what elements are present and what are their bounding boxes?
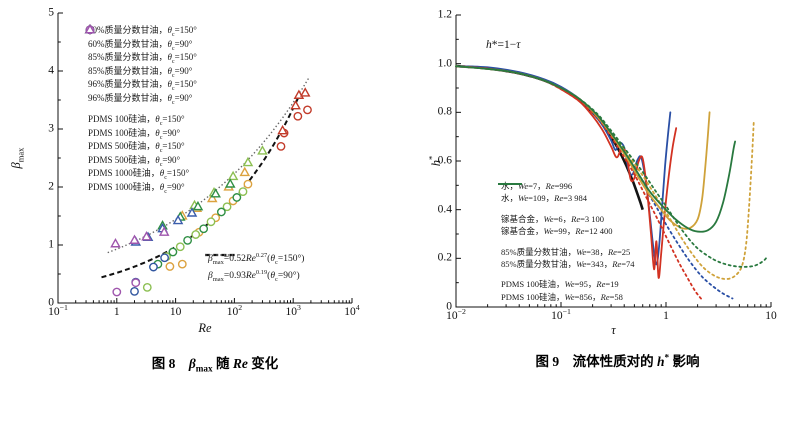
legend-label: 85%质量分数甘油，θc=150° (88, 52, 197, 66)
y-tick-label: 0.8 (437, 105, 452, 118)
legend-label: 镓基合金，We=6，Re=3 100 (501, 213, 605, 224)
y-tick-label: 1 (48, 238, 54, 251)
y-tick-label: 3 (48, 122, 54, 135)
y-tick-label: 0.2 (437, 251, 452, 264)
legend-label: 水，We=109，Re=3 984 (501, 193, 588, 204)
legend-item: 镓基合金，We=6，Re=3 100 (497, 183, 634, 225)
legend-item: 镓基合金，We=99，Re=12 400 (497, 183, 634, 237)
legend-item: PDMS 500硅油，θc=90° (84, 24, 197, 168)
legend-label: PDMS 100硅油，We=95，Re=19 (501, 279, 619, 290)
fit-line-dotted (107, 76, 311, 254)
x-tick-label: 10−1 (48, 303, 68, 318)
legend-item: PDMS 1000硅油，θc=90° (84, 24, 197, 195)
legend-label: 96%质量分数甘油，θc=150° (88, 79, 197, 93)
legend-item: PDMS 100硅油，We=95，Re=19 (497, 183, 634, 290)
axes (455, 14, 772, 308)
legend-label: βmax=0.52Re0.27(θc=150°) (208, 251, 305, 266)
x-tick-label: 10 (765, 310, 777, 322)
y-tick-label: 0 (48, 296, 54, 309)
series-6 (153, 193, 242, 269)
legend-label: 60%质量分数甘油，θc=150° (88, 25, 197, 39)
legend-label: PDMS 100硅油，θc=90° (88, 127, 181, 141)
legend-label: 85%质量分数甘油，θc=90° (88, 65, 193, 79)
legend-label: 96%质量分数甘油，θc=90° (88, 92, 193, 106)
series-5 (189, 145, 268, 210)
legend-label: βmax=0.93Re0.19(θc=90°) (208, 268, 300, 283)
figure-9-y-axis-label: h* (426, 155, 443, 167)
legend-item: 96%质量分数甘油，θc=150° (84, 25, 197, 93)
legend-label: PDMS 500硅油，θc=90° (88, 154, 181, 168)
legend-item: PDMS 100硅油，θc=90° (84, 24, 197, 141)
y-tick-label: 0.4 (437, 202, 452, 215)
series-11 (110, 226, 170, 248)
legend-label: 85%质量分数甘油，We=38，Re=25 (501, 246, 631, 257)
curve-7 (455, 65, 769, 268)
figure-9-legend: 水，We=7，Re=996 水，We=109，Re=3 984 镓基合金，We=6，… (497, 180, 634, 303)
legend-label: 水，We=7，Re=996 (501, 180, 573, 191)
legend-item: 85%质量分数甘油，We=343，Re=74 (497, 183, 635, 270)
legend-label: PDMS 100硅油，We=856，Re=58 (501, 291, 623, 302)
figure-8-y-axis-label: βmax (8, 147, 26, 169)
legend-label: 60%质量分数甘油，θc=90° (88, 38, 193, 52)
figure-9-plot-canvas (455, 14, 772, 308)
legend-item: βmax=0.93Re0.19(θc=90°) (204, 254, 304, 285)
figure-8-legend: 60%质量分数甘油，θc=150° 60%质量分数甘油，θc=90° 85%质量分数… (84, 24, 197, 195)
legend-label: PDMS 1000硅油，θc=150° (88, 168, 190, 182)
legend-item: PDMS 500硅油，θc=150° (84, 25, 197, 155)
figure-8-caption: 图 8 βmax 随 Re 变化 (151, 356, 279, 374)
x-tick-label: 10−2 (446, 307, 466, 322)
figure-8-x-axis-label: Re (198, 321, 212, 335)
figure-8: 10−1 1 10 102 103 104 0 1 2 3 4 5 βmax Re 60%质量分数甘油… (0, 4, 430, 344)
legend-label: PDMS 1000硅油，θc=90° (88, 181, 185, 195)
figure-9-annotation: h*=1−τ (486, 39, 521, 51)
legend-item: 85%质量分数甘油，We=38，Re=25 (497, 183, 634, 258)
legend-item: 96%质量分数甘油，θc=90° (84, 24, 197, 106)
x-tick-label: 1 (663, 310, 669, 322)
legend-label: 85%质量分数甘油，We=343，Re=74 (501, 258, 635, 269)
y-tick-label: 0 (446, 300, 452, 313)
y-tick-label: 2 (48, 180, 54, 193)
y-tick-label: 4 (48, 64, 54, 77)
y-tick-label: 0.6 (437, 154, 452, 167)
x-tick-label: 10−1 (551, 307, 571, 322)
x-tick-label: 102 (226, 303, 243, 318)
legend-item: PDMS 100硅油，We=856，Re=58 (497, 183, 634, 303)
x-tick-label: 103 (285, 303, 301, 318)
y-tick-label: 1.0 (437, 56, 452, 69)
legend-item: 85%质量分数甘油，θc=90° (84, 24, 197, 79)
legend-label: 镓基合金，We=99，Re=12 400 (501, 226, 613, 237)
figure-9-caption: 图 9 流体性质对的 h* 影响 (535, 352, 700, 369)
axes (57, 12, 353, 304)
legend-item: 水，We=109，Re=3 984 (497, 183, 634, 204)
legend-item: 85%质量分数甘油，θc=150° (84, 25, 197, 66)
series-10 (112, 278, 141, 297)
figure-8-plot-canvas (57, 12, 353, 304)
legend-label: PDMS 100硅油，θc=150° (88, 114, 185, 128)
curve-3 (455, 65, 703, 301)
legend-item: PDMS 1000硅油，θc=150° (84, 25, 197, 182)
x-tick-label: 104 (344, 303, 360, 318)
legend-label: PDMS 500硅油，θc=150° (88, 141, 185, 155)
legend-item: PDMS 100硅油，θc=150° (84, 25, 197, 128)
y-tick-label: 5 (48, 6, 54, 19)
x-tick-label: 10 (169, 306, 182, 318)
figure-8-fit-legend: βmax=0.52Re0.27(θc=150°) βmax=0.93Re0.19(… (204, 251, 304, 285)
y-tick-label: 1.2 (437, 8, 452, 21)
legend-item: 60%质量分数甘油，θc=150° (84, 24, 197, 38)
x-tick-label: 1 (113, 306, 120, 318)
legend-item: 60%质量分数甘油，θc=90° (84, 24, 197, 52)
figure-9-x-axis-label: τ (611, 323, 616, 337)
figure-9: 10−2 10−1 1 10 0 0.2 0.4 0.6 0.8 1.0 1.2 h* τ h*=1… (426, 4, 807, 344)
series-1 (277, 87, 311, 135)
